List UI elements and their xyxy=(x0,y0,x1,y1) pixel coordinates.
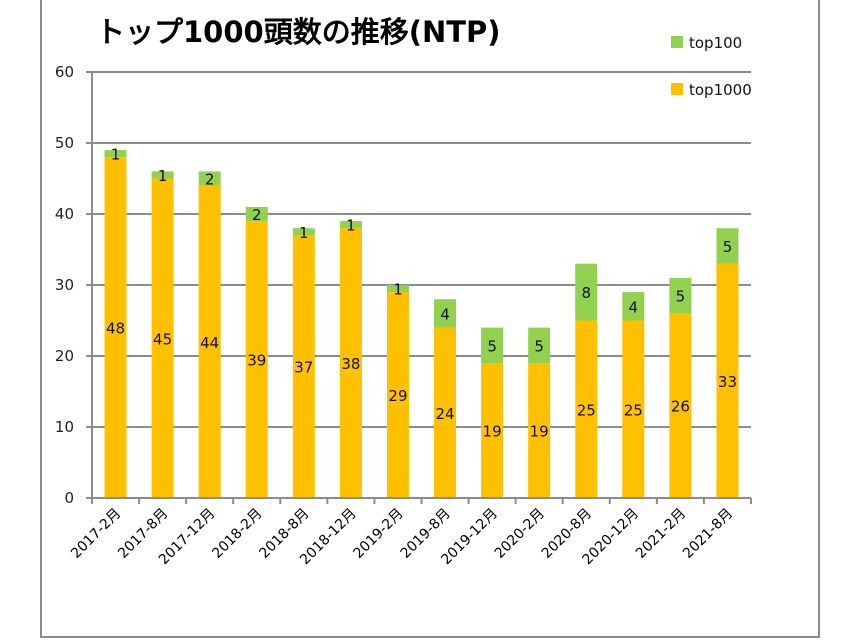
data-label-top100: 2 xyxy=(252,206,262,224)
bar-top100 xyxy=(245,206,268,222)
data-label-top1000: 37 xyxy=(294,359,313,377)
x-tick-label: 2019-2月 xyxy=(351,506,407,562)
bar-top1000 xyxy=(434,327,457,498)
bar-top100 xyxy=(339,221,362,229)
bar-top100 xyxy=(151,171,174,179)
x-tick-label: 2021-8月 xyxy=(680,506,736,562)
data-label-top1000: 44 xyxy=(200,334,219,352)
data-label-top100: 1 xyxy=(111,146,121,164)
data-label-top100: 1 xyxy=(158,167,168,185)
bar-top100 xyxy=(622,292,645,321)
x-tick-label: 2017-2月 xyxy=(68,506,124,562)
data-label-top100: 4 xyxy=(629,298,639,316)
chart-title: トップ1000頭数の推移(NTP) xyxy=(96,15,501,49)
bar-top1000 xyxy=(716,263,739,498)
bar-top100 xyxy=(669,277,692,314)
bar-top1000 xyxy=(198,185,221,498)
data-label-top1000: 33 xyxy=(718,373,737,391)
bar-top100 xyxy=(434,299,457,328)
legend: top100 top1000 xyxy=(671,34,752,99)
y-tick-label: 60 xyxy=(55,63,74,81)
data-label-top100: 5 xyxy=(723,238,733,256)
x-tick-label: 2020-2月 xyxy=(492,506,548,562)
bar-top1000 xyxy=(622,320,645,498)
data-label-top100: 4 xyxy=(440,305,450,323)
bar-top100 xyxy=(292,228,315,236)
data-label-top1000: 24 xyxy=(435,405,454,423)
data-label-top1000: 19 xyxy=(530,423,549,441)
y-tick-label: 20 xyxy=(55,347,74,365)
data-label-top100: 2 xyxy=(205,171,215,189)
x-tick-label: 2018-2月 xyxy=(209,506,265,562)
y-tick-label: 10 xyxy=(55,418,74,436)
bars: 48 1 45 1 44 2 39 2 37 1 38 1 29 1 24 4 19 5 19 5 25 8 25 4 26 5 3… xyxy=(104,146,739,499)
x-axis: 2017-2月2017-8月2017-12月2018-2月2018-8月2018… xyxy=(68,497,752,568)
bar-top1000 xyxy=(292,235,315,499)
data-label-top1000: 29 xyxy=(388,387,407,405)
y-tick-label: 40 xyxy=(55,205,74,223)
bar-top1000 xyxy=(386,292,409,498)
bar-top100 xyxy=(386,285,409,293)
data-label-top1000: 39 xyxy=(247,352,266,370)
data-label-top100: 8 xyxy=(581,284,591,302)
bar-top100 xyxy=(528,327,551,364)
data-label-top1000: 38 xyxy=(341,355,360,373)
data-label-top100: 1 xyxy=(346,217,356,235)
x-tick-label: 2021-2月 xyxy=(633,506,689,562)
data-label-top1000: 48 xyxy=(106,320,125,338)
y-tick-label: 0 xyxy=(64,489,74,507)
bar-top1000 xyxy=(481,363,504,498)
bar-top1000 xyxy=(245,221,268,498)
data-label-top1000: 26 xyxy=(671,398,690,416)
data-label-top1000: 25 xyxy=(624,401,643,419)
legend-label-top1000: top1000 xyxy=(689,81,752,99)
bar-top1000 xyxy=(339,228,362,498)
bar-top1000 xyxy=(151,178,174,498)
bar-top1000 xyxy=(669,313,692,498)
legend-swatch-top1000 xyxy=(671,83,683,95)
data-label-top1000: 19 xyxy=(483,423,502,441)
y-tick-label: 30 xyxy=(55,276,74,294)
bar-top100 xyxy=(575,263,598,321)
bar-top1000 xyxy=(104,157,127,498)
y-axis: 0 10 20 30 40 50 60 xyxy=(55,63,93,507)
bar-top100 xyxy=(481,327,504,364)
legend-swatch-top100 xyxy=(671,36,683,48)
data-label-top100: 1 xyxy=(299,224,309,242)
bar-top1000 xyxy=(575,320,598,498)
data-label-top100: 1 xyxy=(393,281,403,299)
bar-top1000 xyxy=(528,363,551,498)
bar-top100 xyxy=(198,171,221,186)
data-label-top1000: 25 xyxy=(577,401,596,419)
data-label-top1000: 45 xyxy=(153,330,172,348)
data-label-top100: 5 xyxy=(487,337,497,355)
legend-label-top100: top100 xyxy=(689,34,742,52)
gridlines xyxy=(86,71,751,428)
bar-top100 xyxy=(104,150,127,158)
bar-top100 xyxy=(716,228,739,264)
data-label-top100: 5 xyxy=(534,337,544,355)
data-label-top100: 5 xyxy=(676,288,686,306)
y-tick-label: 50 xyxy=(55,134,74,152)
